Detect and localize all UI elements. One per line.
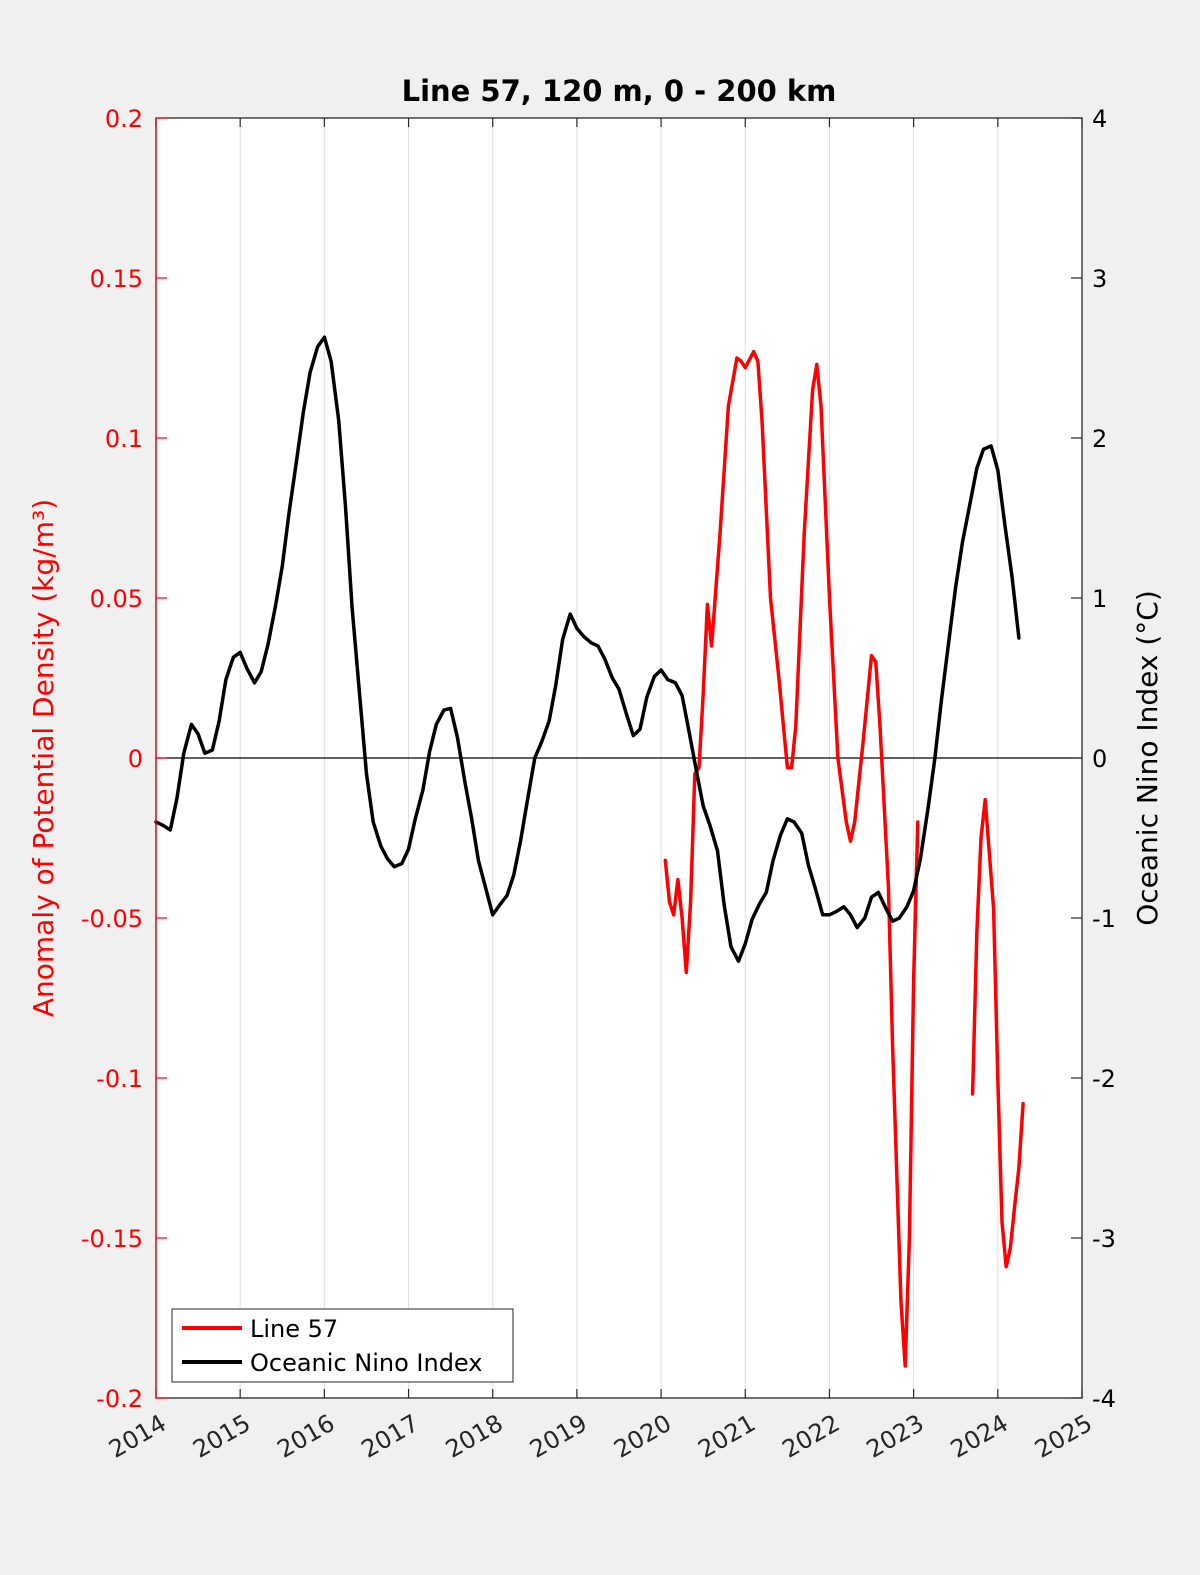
y-right-tick-label: -3 [1092, 1225, 1116, 1253]
y-left-tick-label: -0.15 [81, 1225, 143, 1253]
chart-title: Line 57, 120 m, 0 - 200 km [402, 74, 837, 108]
y-right-tick-label: 4 [1092, 105, 1107, 133]
y-axis-right-title: Oceanic Nino Index (°C) [1131, 590, 1164, 926]
x-tick-label: 2023 [862, 1409, 929, 1464]
x-tick-label: 2020 [609, 1409, 676, 1464]
x-tick-label: 2017 [357, 1409, 424, 1464]
legend-label-line57: Line 57 [250, 1315, 338, 1343]
legend: Line 57 Oceanic Nino Index [171, 1308, 514, 1383]
x-tick-label: 2018 [441, 1409, 508, 1464]
y-left-tick-label: -0.2 [96, 1385, 143, 1413]
y-axis-left-title: Anomaly of Potential Density (kg/m³) [27, 499, 60, 1017]
y-right-tick-label: 3 [1092, 265, 1107, 293]
x-tick-label: 2019 [525, 1409, 592, 1464]
x-tick-label: 2024 [946, 1409, 1013, 1464]
y-right-tick-label: -4 [1092, 1385, 1116, 1413]
y-right-tick-label: -1 [1092, 905, 1116, 933]
y-left-tick-label: 0.15 [90, 265, 143, 293]
legend-label-oni: Oceanic Nino Index [250, 1349, 482, 1377]
x-tick-label: 2021 [693, 1409, 760, 1464]
x-tick-label: 2015 [188, 1409, 255, 1464]
y-left-tick-label: -0.05 [81, 905, 143, 933]
y-right-tick-label: 0 [1092, 745, 1107, 773]
x-tick-label: 2014 [104, 1409, 171, 1464]
x-tick-label: 2025 [1030, 1409, 1097, 1464]
series-line-oni [154, 335, 1021, 963]
y-left-tick-label: 0.05 [90, 585, 143, 613]
y-left-tick-label: -0.1 [96, 1065, 143, 1093]
y-right-tick-label: 2 [1092, 425, 1107, 453]
y-right-tick-label: -2 [1092, 1065, 1116, 1093]
y-left-tick-label: 0 [128, 745, 143, 773]
x-tick-label: 2022 [778, 1409, 845, 1464]
y-left-tick-label: 0.2 [105, 105, 143, 133]
series-layer [154, 335, 1025, 1368]
x-tick-label: 2016 [272, 1409, 339, 1464]
y-right-tick-label: 1 [1092, 585, 1107, 613]
series-line-line57-segment-2 [970, 797, 1025, 1269]
legend-box [171, 1308, 514, 1383]
y-left-tick-label: 0.1 [105, 425, 143, 453]
